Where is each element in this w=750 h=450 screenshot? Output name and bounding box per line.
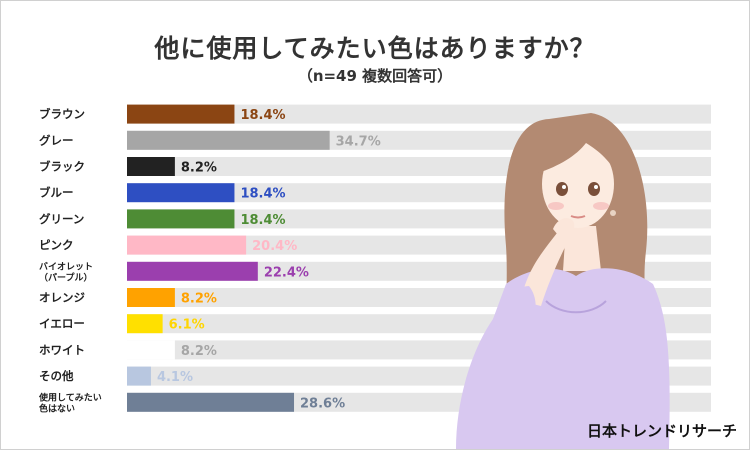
category-label: グレー [39,133,74,147]
value-label: 18.4% [240,213,285,228]
category-label: オレンジ [39,291,85,305]
brand-logo: 日本トレンドリサーチ [586,422,737,440]
bar [127,288,175,307]
category-label: 使用してみたい色はない [38,391,102,414]
bar [127,104,235,124]
bar [127,209,235,229]
category-label: その他 [39,369,74,383]
category-label: ブラック [39,160,85,174]
bar [127,340,175,360]
value-label: 8.2% [181,344,217,359]
value-label: 8.2% [181,161,217,176]
value-label: 20.4% [252,239,297,254]
value-label: 18.4% [240,187,285,202]
category-label: ブラウン [39,107,85,121]
bar [127,157,175,176]
category-label: ピンク [39,238,74,252]
bar [127,366,151,386]
chart-subtitle: （n=49 複数回答可） [297,67,453,85]
value-label: 18.4% [240,108,285,123]
chart-title: 他に使用してみたい色はありますか？ [154,34,596,63]
bar [127,261,258,281]
bar [127,392,295,412]
category-label: イエロー [39,317,85,331]
category-label: ブルー [39,186,74,200]
woman-illustration [456,113,670,449]
value-label: 6.1% [169,318,205,333]
value-label: 8.2% [181,292,217,307]
bar [127,314,163,334]
bar [127,130,330,150]
value-label: 22.4% [264,265,309,280]
category-label: グリーン [39,212,84,226]
category-label: バイオレット（パープル） [39,261,93,283]
bar-marks [127,104,330,412]
value-label: 28.6% [300,396,345,411]
category-label: ホワイト [39,343,85,357]
value-labels: 18.4% 34.7% 8.2% 18.4% 18.4% 20.4% 22.4% 8.2% 6.… [157,108,381,411]
bar [127,235,247,255]
value-label: 4.1% [157,370,193,385]
bar [127,183,235,203]
value-label: 34.7% [336,134,381,149]
